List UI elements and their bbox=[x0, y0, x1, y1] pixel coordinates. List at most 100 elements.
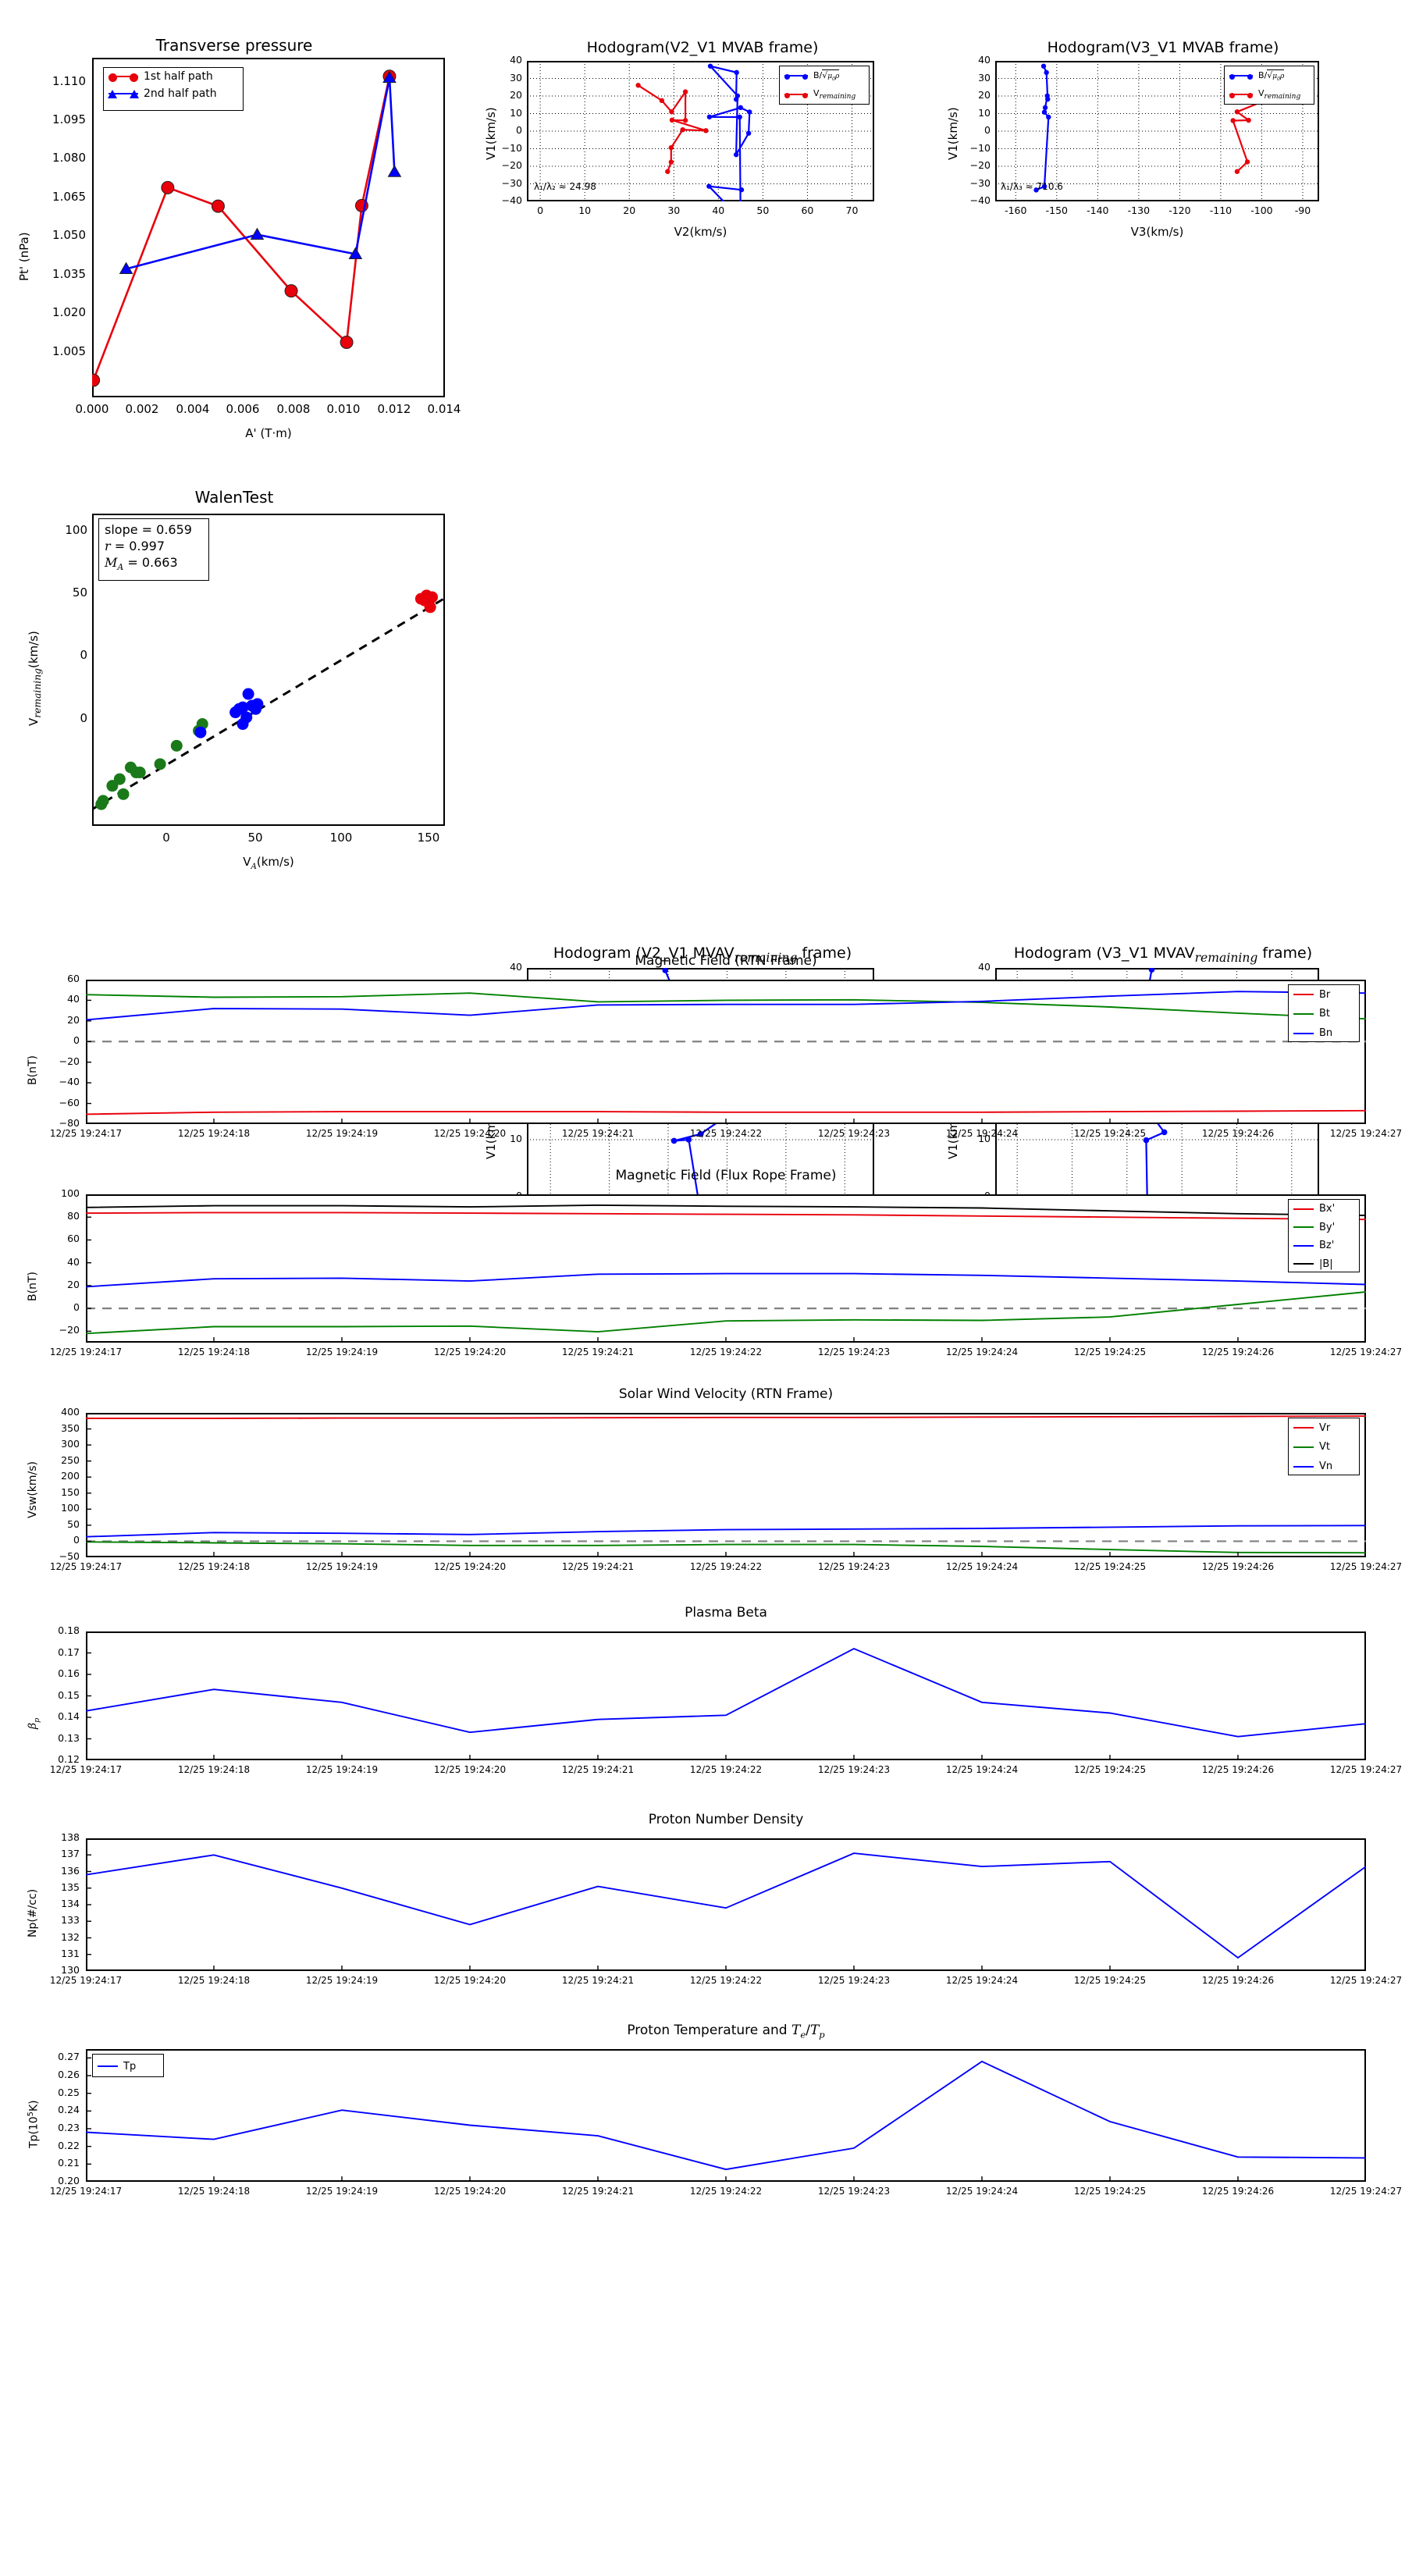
legend-swatch-alfven bbox=[784, 73, 808, 80]
x-tick-time: 12/25 19:24:19 bbox=[305, 1561, 379, 1572]
y-tick: 40 bbox=[67, 1255, 80, 1268]
legend-label: 1st half path bbox=[144, 70, 213, 83]
stat-ma: MA = 0.663 bbox=[105, 555, 178, 573]
x-tick-time: 12/25 19:24:23 bbox=[817, 1764, 891, 1775]
y-tick: 132 bbox=[61, 1930, 80, 1943]
legend: Bx' By' Bz' |B| bbox=[1288, 1199, 1360, 1272]
y-tick: −10 bbox=[969, 141, 991, 154]
y-tick: 137 bbox=[61, 1848, 80, 1860]
panel-title: Proton Number Density bbox=[648, 1812, 804, 1827]
y-tick: 40 bbox=[978, 54, 991, 66]
x-tick-time: 12/25 19:24:24 bbox=[945, 1764, 1019, 1775]
x-tick: 0.010 bbox=[326, 402, 361, 416]
y-tick: 0.15 bbox=[58, 1688, 80, 1701]
y-tick: 100 bbox=[61, 1502, 80, 1514]
tp-plot bbox=[86, 2057, 1366, 2182]
x-tick-time: 12/25 19:24:21 bbox=[561, 1975, 635, 1986]
y-tick: 1.095 bbox=[52, 112, 86, 126]
y-tick: 1.035 bbox=[52, 267, 86, 281]
x-tick-time: 12/25 19:24:23 bbox=[817, 2186, 891, 2197]
legend-label: Vn bbox=[1319, 1461, 1333, 1473]
eigenvalue-ratio-annotation: λ₁/λ₂ ≈ 24.98 bbox=[534, 181, 596, 192]
panel-beta: Plasma Beta βp 0.12 0.13 0.14 0.15 0.16 0.17 0.1… bbox=[0, 1605, 1405, 1804]
legend-row: 2nd half path bbox=[104, 85, 243, 102]
y-tick: 138 bbox=[61, 1831, 80, 1843]
x-tick-time: 12/25 19:24:25 bbox=[1073, 1347, 1147, 1357]
x-tick-time: 12/25 19:24:24 bbox=[945, 1561, 1019, 1572]
b_fr-plot bbox=[86, 1194, 1366, 1343]
legend: B/√μ0ρ Vremaining bbox=[1224, 66, 1314, 105]
y-tick: 1.110 bbox=[52, 74, 86, 88]
legend: Tp bbox=[92, 2054, 164, 2077]
x-tick-time: 12/25 19:24:18 bbox=[177, 2186, 251, 2197]
y-tick: 20 bbox=[67, 1278, 80, 1290]
x-tick-time: 12/25 19:24:22 bbox=[689, 1347, 763, 1357]
x-tick-time: 12/25 19:24:22 bbox=[689, 2186, 763, 2197]
panel-tp: Proton Temperature and Te/Tp Tp(105K) 0.20… bbox=[0, 2023, 1405, 2226]
x-tick-time: 12/25 19:24:26 bbox=[1201, 1561, 1275, 1572]
y-tick: 10 bbox=[978, 1133, 991, 1144]
y-tick: 80 bbox=[67, 1210, 80, 1222]
panel-np: Proton Number Density Np(#/cc) 130 131 132 13… bbox=[0, 1812, 1405, 2015]
y-tick: 1.020 bbox=[52, 305, 86, 319]
vsw-plot bbox=[86, 1413, 1366, 1557]
legend-row: B/√μ0ρ bbox=[780, 66, 869, 85]
legend-swatch-b bbox=[1293, 1263, 1314, 1265]
legend-row: Bz' bbox=[1289, 1236, 1359, 1255]
y-tick: 0.20 bbox=[58, 2175, 80, 2186]
plot-frame bbox=[92, 58, 445, 397]
x-tick-time: 12/25 19:24:18 bbox=[177, 1764, 251, 1775]
x-tick: 50 bbox=[247, 831, 263, 845]
stat-slope: slope = 0.659 bbox=[105, 522, 192, 537]
legend-swatch-vn bbox=[1293, 1465, 1314, 1468]
legend: B/√μ0ρ Vremaining bbox=[779, 66, 870, 105]
panel-title: Hodogram(V3_V1 MVAB frame) bbox=[1047, 39, 1279, 56]
x-tick-time: 12/25 19:24:19 bbox=[305, 1347, 379, 1357]
panel-title: Magnetic Field (Flux Rope Frame) bbox=[615, 1168, 837, 1183]
x-tick-time: 12/25 19:24:19 bbox=[305, 1764, 379, 1775]
panel-b_fr: Magnetic Field (Flux Rope Frame) B(nT) −20… bbox=[0, 1168, 1405, 1386]
panel-title: Solar Wind Velocity (RTN Frame) bbox=[618, 1386, 834, 1402]
hodogram-v3v1-mvab-plot bbox=[995, 61, 1319, 201]
x-tick-time: 12/25 19:24:27 bbox=[1329, 1561, 1403, 1572]
y-tick: 0 bbox=[80, 711, 87, 725]
y-tick: 40 bbox=[510, 54, 522, 66]
y-tick: 400 bbox=[61, 1406, 80, 1418]
b_rtn-plot bbox=[86, 980, 1366, 1124]
y-tick: −40 bbox=[969, 194, 991, 206]
y-tick: 0.25 bbox=[58, 2086, 80, 2098]
y-tick: 50 bbox=[72, 585, 87, 600]
stat-r: r = 0.997 bbox=[105, 539, 165, 553]
x-tick-time: 12/25 19:24:19 bbox=[305, 1975, 379, 1986]
x-tick: -100 bbox=[1250, 205, 1273, 216]
panel-hodogram-v3v1-mvab: Hodogram(V3_V1 MVAB frame) V1(km/s) V3(k… bbox=[929, 0, 1405, 453]
x-tick: -130 bbox=[1127, 205, 1151, 216]
legend-label-vremaining: Vremaining bbox=[813, 87, 856, 101]
legend-row: Vr bbox=[1289, 1418, 1359, 1438]
x-tick-time: 12/25 19:24:24 bbox=[945, 1975, 1019, 1986]
x-tick: 70 bbox=[845, 205, 859, 216]
x-tick-time: 12/25 19:24:26 bbox=[1201, 1128, 1275, 1139]
y-tick: 0.27 bbox=[58, 2051, 80, 2063]
legend-label: Bt bbox=[1319, 1008, 1331, 1020]
x-tick: 20 bbox=[623, 205, 636, 216]
y-tick: −60 bbox=[59, 1096, 80, 1108]
legend-swatch-vremaining bbox=[1229, 92, 1253, 98]
y-tick: 1.005 bbox=[52, 344, 86, 358]
legend-label-alfven: B/√μ0ρ bbox=[813, 69, 840, 82]
panel-title: Plasma Beta bbox=[685, 1605, 767, 1621]
x-axis-label: VA(km/s) bbox=[243, 855, 294, 871]
x-axis-label: A' (T·m) bbox=[245, 426, 292, 440]
panel-title: Transverse pressure bbox=[155, 36, 313, 55]
legend-row: Bn bbox=[1289, 1023, 1359, 1043]
plot-frame bbox=[86, 2049, 1366, 2182]
x-tick: -110 bbox=[1209, 205, 1232, 216]
y-tick: 40 bbox=[510, 961, 522, 973]
y-tick: 0.24 bbox=[58, 2104, 80, 2116]
y-tick: 135 bbox=[61, 1880, 80, 1893]
y-tick: 1.065 bbox=[52, 190, 86, 204]
y-tick: 0.14 bbox=[58, 1710, 80, 1722]
x-tick: -120 bbox=[1168, 205, 1191, 216]
x-tick-time: 12/25 19:24:19 bbox=[305, 2186, 379, 2197]
y-tick: 10 bbox=[510, 106, 522, 119]
